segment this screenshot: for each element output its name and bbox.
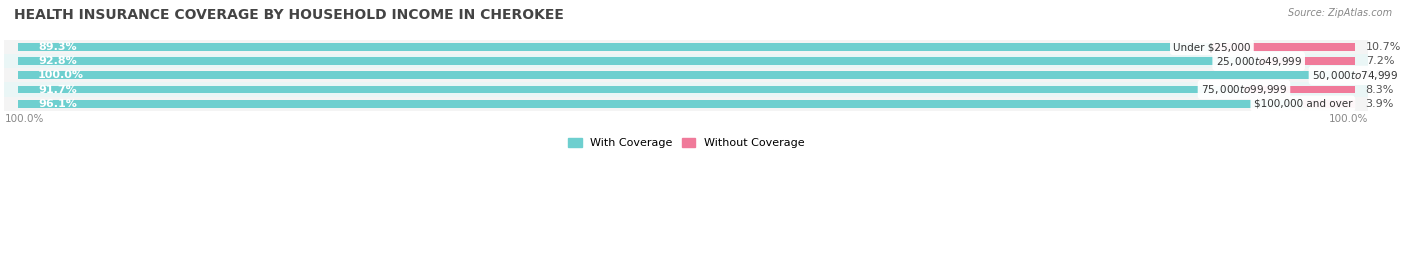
Bar xyxy=(1244,86,1355,93)
Bar xyxy=(18,57,1258,65)
Text: 100.0%: 100.0% xyxy=(38,70,84,80)
Bar xyxy=(4,68,1368,82)
Bar xyxy=(4,97,1368,111)
Bar xyxy=(4,82,1368,97)
Bar xyxy=(18,86,1244,93)
Text: 10.7%: 10.7% xyxy=(1365,42,1400,52)
Text: $75,000 to $99,999: $75,000 to $99,999 xyxy=(1201,83,1286,96)
Bar xyxy=(4,54,1368,68)
Text: 91.7%: 91.7% xyxy=(38,84,77,94)
Text: 96.1%: 96.1% xyxy=(38,99,77,109)
Text: 8.3%: 8.3% xyxy=(1365,84,1393,94)
Text: $100,000 and over: $100,000 and over xyxy=(1254,99,1353,109)
Bar xyxy=(18,100,1303,108)
Text: 7.2%: 7.2% xyxy=(1365,56,1395,66)
Text: 3.9%: 3.9% xyxy=(1365,99,1393,109)
Bar xyxy=(4,40,1368,54)
Text: 100.0%: 100.0% xyxy=(4,114,44,124)
Text: 100.0%: 100.0% xyxy=(1329,114,1368,124)
Text: 92.8%: 92.8% xyxy=(38,56,77,66)
Bar xyxy=(18,43,1212,51)
Bar xyxy=(18,72,1355,79)
Legend: With Coverage, Without Coverage: With Coverage, Without Coverage xyxy=(564,134,808,153)
Text: $50,000 to $74,999: $50,000 to $74,999 xyxy=(1312,69,1398,82)
Text: Source: ZipAtlas.com: Source: ZipAtlas.com xyxy=(1288,8,1392,18)
Text: Under $25,000: Under $25,000 xyxy=(1173,42,1251,52)
Text: 89.3%: 89.3% xyxy=(38,42,76,52)
Text: 0.0%: 0.0% xyxy=(1365,70,1393,80)
Bar xyxy=(1212,43,1355,51)
Text: $25,000 to $49,999: $25,000 to $49,999 xyxy=(1216,55,1302,68)
Bar xyxy=(1258,57,1355,65)
Text: HEALTH INSURANCE COVERAGE BY HOUSEHOLD INCOME IN CHEROKEE: HEALTH INSURANCE COVERAGE BY HOUSEHOLD I… xyxy=(14,8,564,22)
Bar xyxy=(1303,100,1355,108)
